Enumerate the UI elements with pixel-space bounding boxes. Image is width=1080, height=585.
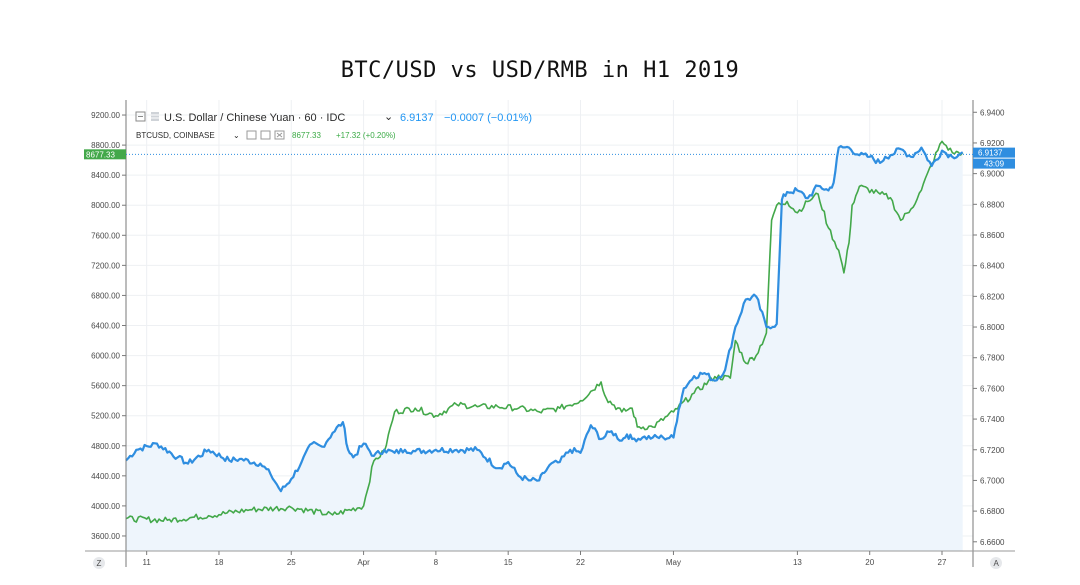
chevron-down-icon[interactable]: ⌄ xyxy=(233,131,240,140)
right-tick-label: 6.9400 xyxy=(980,108,1005,117)
btc-price-tag: 8677.33 xyxy=(84,149,126,160)
btcusd-legend-label: BTCUSD, COINBASE xyxy=(136,131,215,140)
usdcny-series-line[interactable] xyxy=(125,145,964,493)
eye-icon[interactable] xyxy=(246,130,257,140)
btcusd-legend-value: 8677.33 xyxy=(292,131,321,140)
usdcny-legend-label: U.S. Dollar / Chinese Yuan · 60 · IDC xyxy=(164,112,345,124)
right-tick-label: 6.8600 xyxy=(980,231,1005,240)
time-tick-label: 20 xyxy=(865,558,874,567)
right-tick-label: 6.7000 xyxy=(980,476,1005,485)
usdcny-price-tag-label: 6.9137 xyxy=(978,149,1003,158)
left-tick-label: 7200.00 xyxy=(91,261,120,270)
left-price-axis[interactable]: 9200.00 8800.00 8400.00 8000.00 7600.00 7200.… xyxy=(91,111,126,541)
right-tick-label: 6.7400 xyxy=(980,415,1005,424)
time-axis[interactable]: 11 18 25 Apr 8 15 22 May 13 20 27 xyxy=(143,551,948,567)
close-icon-stroke xyxy=(276,132,283,138)
right-tick-label: 6.9200 xyxy=(980,139,1005,148)
left-tick-label: 5200.00 xyxy=(91,412,120,421)
right-tick-label: 6.7800 xyxy=(980,354,1005,363)
left-tick-label: 8800.00 xyxy=(91,141,120,150)
right-tick-label: 6.8000 xyxy=(980,323,1005,332)
legend-usdcny[interactable]: U.S. Dollar / Chinese Yuan · 60 · IDC ⌄ … xyxy=(135,111,532,124)
right-tick-label: 6.9000 xyxy=(980,170,1005,179)
time-tick-label: May xyxy=(666,558,681,567)
right-tick-label: 6.7600 xyxy=(980,384,1005,393)
left-tick-label: 4400.00 xyxy=(91,472,120,481)
left-tick-label: 5600.00 xyxy=(91,382,120,391)
auto-scale-button[interactable]: A xyxy=(990,557,1002,569)
left-tick-label: 6000.00 xyxy=(91,352,120,361)
close-icon[interactable] xyxy=(274,130,285,140)
legend-btcusd[interactable]: BTCUSD, COINBASE ⌄ 8677.33 +17.32 (+0.20… xyxy=(136,130,396,140)
left-tick-label: 8000.00 xyxy=(91,201,120,210)
time-tick-label: 27 xyxy=(938,558,947,567)
log-scale-label: Z xyxy=(97,559,102,568)
right-tick-label: 6.8400 xyxy=(980,262,1005,271)
settings-icon[interactable] xyxy=(260,130,271,140)
usdcny-price-tag: 6.9137 43:09 xyxy=(973,147,1015,169)
right-tick-label: 6.6600 xyxy=(980,538,1005,547)
time-tick-label: 8 xyxy=(434,558,439,567)
countdown-tag-label: 43:09 xyxy=(984,160,1005,169)
auto-scale-label: A xyxy=(994,559,1000,568)
btc-price-tag-label: 8677.33 xyxy=(86,150,115,159)
time-tick-label: 15 xyxy=(504,558,513,567)
time-tick-label: Apr xyxy=(357,558,370,567)
log-scale-button[interactable]: Z xyxy=(93,557,105,569)
left-tick-label: 4800.00 xyxy=(91,442,120,451)
symbol-flag-icon xyxy=(151,112,159,121)
series-layer xyxy=(125,140,964,524)
right-tick-label: 6.6800 xyxy=(980,507,1005,516)
usdcny-area-fill xyxy=(126,146,963,551)
time-tick-label: 11 xyxy=(143,558,152,567)
left-tick-label: 6400.00 xyxy=(91,322,120,331)
time-tick-label: 22 xyxy=(576,558,585,567)
time-tick-label: 25 xyxy=(287,558,296,567)
left-tick-label: 6800.00 xyxy=(91,291,120,300)
left-tick-label: 7600.00 xyxy=(91,231,120,240)
page-title: BTC/USD vs USD/RMB in H1 2019 xyxy=(340,58,740,83)
right-price-axis[interactable]: 6.9400 6.9200 6.9000 6.8800 6.8600 6.8400 6.82… xyxy=(973,108,1005,547)
time-tick-label: 13 xyxy=(793,558,802,567)
left-tick-label: 4000.00 xyxy=(91,502,120,511)
usdcny-legend-value: 6.9137 xyxy=(400,112,434,124)
left-tick-label: 9200.00 xyxy=(91,111,120,120)
btcusd-series-line[interactable] xyxy=(125,140,964,524)
chevron-down-icon[interactable]: ⌄ xyxy=(384,111,393,123)
left-tick-label: 3600.00 xyxy=(91,532,120,541)
usdcny-legend-change: −0.0007 (−0.01%) xyxy=(444,112,532,124)
collapse-icon[interactable] xyxy=(135,111,146,122)
right-tick-label: 6.8800 xyxy=(980,200,1005,209)
right-tick-label: 6.7200 xyxy=(980,446,1005,455)
btcusd-legend-change: +17.32 (+0.20%) xyxy=(336,131,396,140)
left-tick-label: 8400.00 xyxy=(91,171,120,180)
right-tick-label: 6.8200 xyxy=(980,292,1005,301)
time-tick-label: 18 xyxy=(215,558,224,567)
